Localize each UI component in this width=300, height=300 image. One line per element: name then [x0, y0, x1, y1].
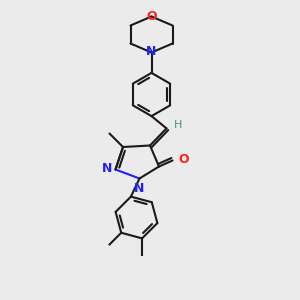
- Text: O: O: [178, 153, 188, 167]
- Text: O: O: [146, 10, 157, 23]
- Text: H: H: [174, 120, 182, 130]
- Text: N: N: [146, 45, 157, 58]
- Text: N: N: [101, 162, 112, 176]
- Text: N: N: [134, 182, 145, 195]
